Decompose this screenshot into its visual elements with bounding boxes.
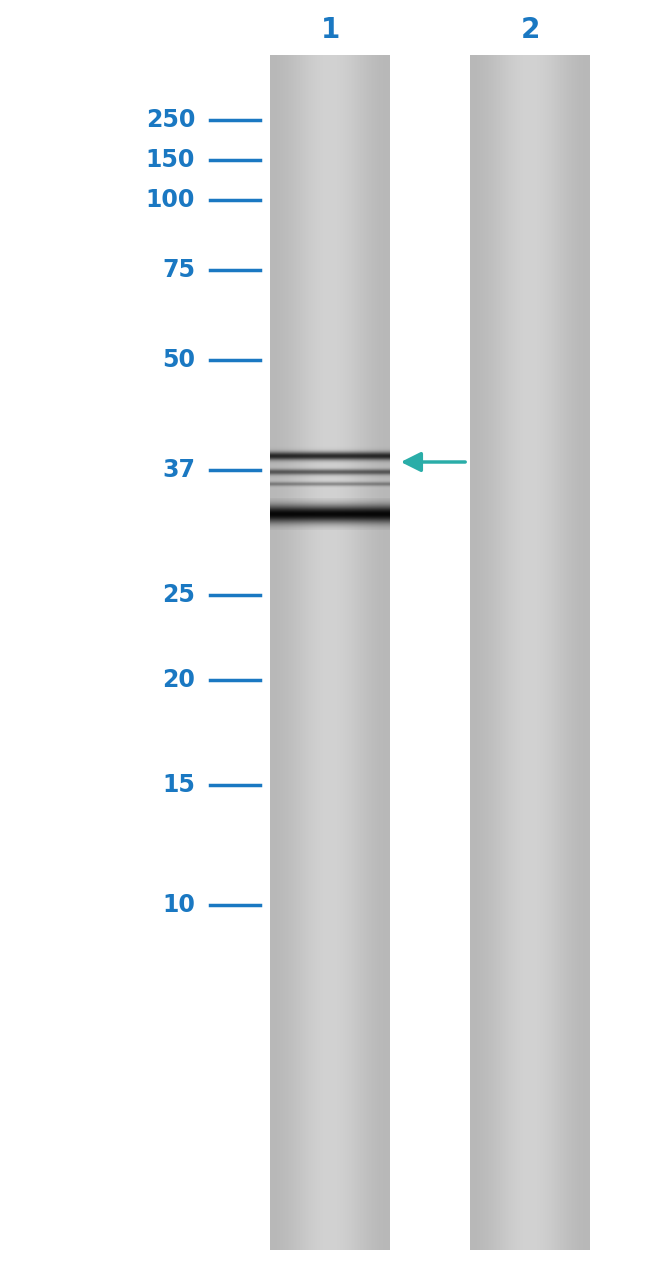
- Text: 1: 1: [320, 17, 339, 44]
- Text: 37: 37: [162, 458, 195, 483]
- Text: 250: 250: [146, 108, 195, 132]
- Text: 50: 50: [162, 348, 195, 372]
- Text: 2: 2: [520, 17, 540, 44]
- Text: 10: 10: [162, 893, 195, 917]
- Bar: [270, 55, 390, 1250]
- Bar: [470, 55, 590, 1250]
- Text: 15: 15: [162, 773, 195, 798]
- Text: 20: 20: [162, 668, 195, 692]
- Text: 25: 25: [162, 583, 195, 607]
- Text: 100: 100: [146, 188, 195, 212]
- Text: 150: 150: [146, 149, 195, 171]
- Text: 75: 75: [162, 258, 195, 282]
